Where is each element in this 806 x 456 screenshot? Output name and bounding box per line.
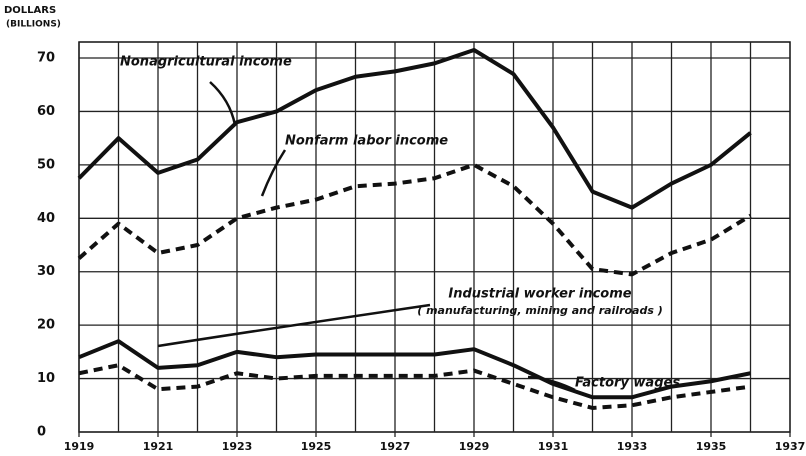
x-tick-label: 1937	[775, 440, 806, 453]
x-tick-label: 1929	[459, 440, 490, 453]
label-arrow	[527, 375, 576, 392]
x-tick-label: 1935	[696, 440, 727, 453]
annotation: ( manufacturing, mining and railroads )	[417, 304, 663, 317]
x-tick-label: 1919	[64, 440, 95, 453]
x-tick-label: 1933	[617, 440, 648, 453]
y-tick-label: 0	[37, 425, 46, 440]
x-tick-label: 1927	[380, 440, 411, 453]
series-label: Nonagricultural income	[120, 55, 292, 70]
y-tick-label: 20	[37, 318, 55, 333]
x-tick-label: 1931	[538, 440, 569, 453]
label-arrow	[260, 149, 287, 197]
y-tick-label: 10	[37, 371, 55, 386]
y-axis-unit: (BILLIONS)	[6, 20, 61, 30]
y-axis-label: DOLLARS	[4, 5, 56, 16]
label-arrow	[209, 81, 237, 126]
y-tick-label: 30	[37, 264, 55, 279]
series-label: Factory wages	[575, 376, 680, 391]
y-tick-label: 40	[37, 211, 55, 226]
y-tick-label: 50	[37, 157, 55, 172]
series-label: Industrial worker income	[448, 287, 631, 302]
y-tick-label: 70	[37, 51, 55, 66]
line-series	[77, 162, 752, 277]
x-tick-label: 1925	[301, 440, 332, 453]
line-series	[78, 363, 751, 410]
line-series	[77, 48, 752, 210]
line-series	[78, 339, 751, 400]
series-label: Nonfarm labor income	[285, 134, 448, 149]
y-tick-label: 60	[37, 104, 55, 119]
label-arrow	[157, 303, 431, 348]
x-tick-label: 1921	[143, 440, 174, 453]
x-tick-label: 1923	[222, 440, 253, 453]
